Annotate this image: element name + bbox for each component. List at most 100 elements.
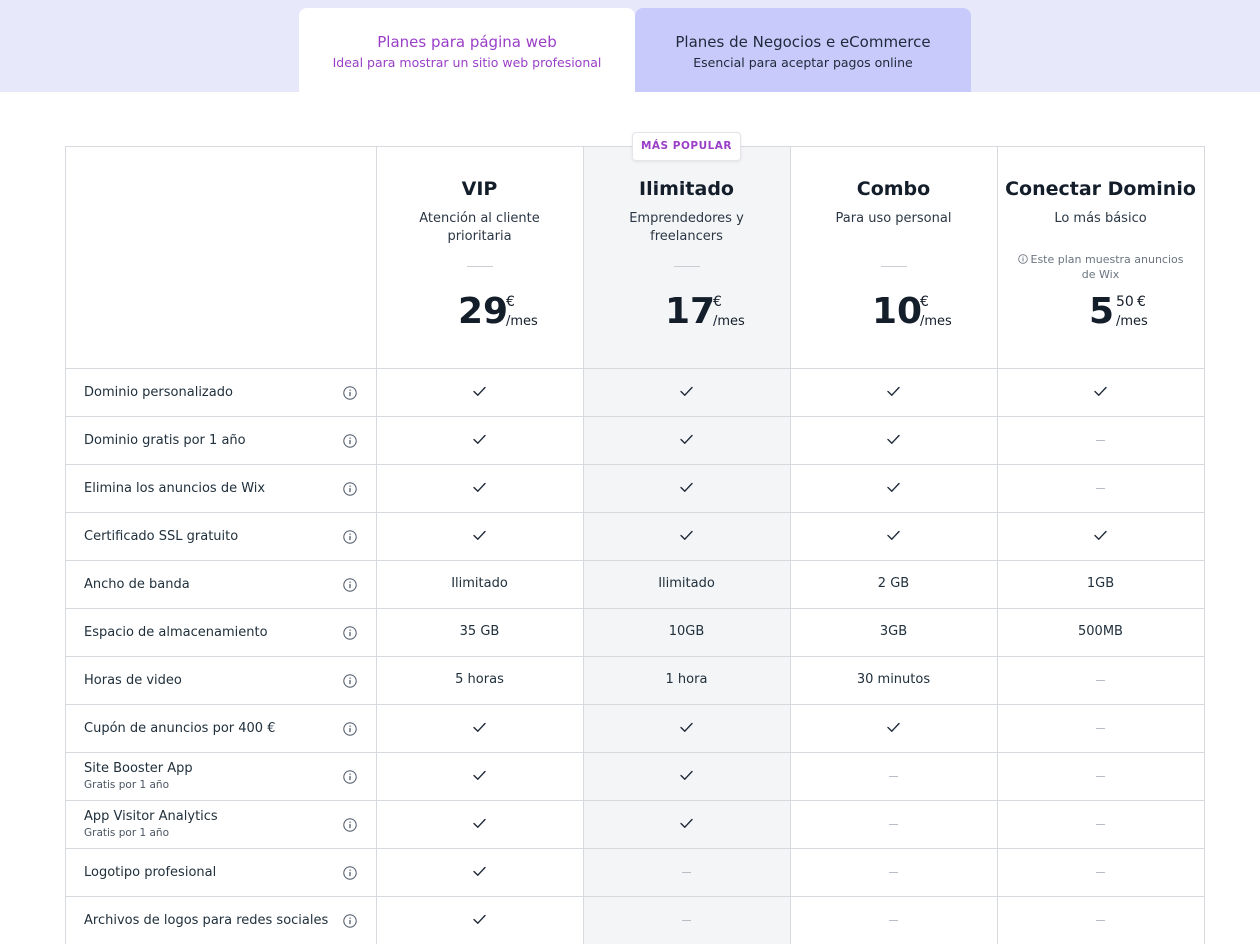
- feature-value-cell: 1 hora: [665, 672, 708, 687]
- plan-name: VIP: [461, 178, 498, 200]
- feature-row-ancho-de-banda: Ancho de banda: [66, 560, 376, 608]
- feature-not-included-cell: [997, 416, 1204, 464]
- row-divider: [65, 848, 1205, 849]
- feature-included-cell: [376, 416, 583, 464]
- feature-not-included-cell: [997, 896, 1204, 944]
- plan-name: Combo: [856, 178, 931, 200]
- dash-icon: [1096, 440, 1105, 441]
- check-icon: [887, 386, 900, 396]
- info-icon[interactable]: [343, 817, 357, 832]
- plan-description: Atención al cliente prioritaria: [419, 211, 540, 244]
- feature-label: Cupón de anuncios por 400 €: [84, 721, 276, 736]
- plan-price: 5 50 € /mes: [997, 290, 1204, 334]
- feature-included-cell: [376, 752, 583, 800]
- tab-website-plans[interactable]: Planes para página web Ideal para mostra…: [299, 8, 635, 92]
- info-icon[interactable]: [343, 673, 357, 688]
- check-icon: [473, 818, 486, 828]
- plan-separator: [674, 266, 700, 267]
- row-divider: [65, 512, 1205, 513]
- info-icon[interactable]: [343, 529, 357, 544]
- feature-not-included-cell: [790, 752, 997, 800]
- feature-row-espacio-de-almacenamiento: Espacio de almacenamiento: [66, 608, 376, 656]
- feature-included-cell: [790, 368, 997, 416]
- column-divider: [790, 146, 791, 944]
- info-icon[interactable]: [343, 385, 357, 400]
- feature-value-cell: Ilimitado: [658, 576, 715, 591]
- most-popular-badge: MÁS POPULAR: [632, 132, 741, 161]
- price-period: /mes: [920, 314, 952, 329]
- feature-not-included-cell: [997, 752, 1204, 800]
- feature-row-dominio-personalizado: Dominio personalizado: [66, 368, 376, 416]
- check-icon: [473, 530, 486, 540]
- feature-included-cell: [583, 704, 790, 752]
- check-icon: [680, 818, 693, 828]
- feature-included-cell: [583, 464, 790, 512]
- feature-label: Elimina los anuncios de Wix: [84, 481, 266, 496]
- plan-description: Lo más básico: [1054, 211, 1147, 226]
- dash-icon: [889, 824, 898, 825]
- feature-label: Site Booster App: [84, 761, 193, 776]
- info-icon[interactable]: [343, 721, 357, 736]
- feature-label: Dominio personalizado: [84, 385, 233, 400]
- price-currency: €: [920, 294, 929, 310]
- feature-included-cell: [583, 512, 790, 560]
- info-icon[interactable]: [343, 769, 357, 784]
- tab-website-plans-subtitle: Ideal para mostrar un sitio web profesio…: [332, 55, 602, 70]
- info-icon[interactable]: [343, 481, 357, 496]
- dash-icon: [889, 920, 898, 921]
- feature-value-cell: Ilimitado: [451, 576, 508, 591]
- feature-label: Horas de video: [84, 673, 182, 688]
- info-icon[interactable]: [343, 913, 357, 928]
- plan-description: Para uso personal: [835, 211, 952, 226]
- plan-ads-note: Este plan muestra anuncios de Wix: [1012, 252, 1189, 282]
- info-icon[interactable]: [343, 577, 357, 592]
- check-icon: [473, 914, 486, 924]
- feature-not-included-cell: [997, 704, 1204, 752]
- price-decimals: 50: [1116, 294, 1134, 310]
- row-divider: [65, 416, 1205, 417]
- price-currency: €: [713, 294, 722, 310]
- dash-icon: [1096, 824, 1105, 825]
- feature-included-cell: [790, 704, 997, 752]
- row-divider: [65, 464, 1205, 465]
- row-divider: [65, 800, 1205, 801]
- feature-row-app-visitor-analytics: App Visitor Analytics Gratis por 1 año: [66, 800, 376, 848]
- info-icon[interactable]: [343, 625, 357, 640]
- feature-included-cell: [376, 704, 583, 752]
- check-icon: [1094, 386, 1107, 396]
- price-currency: €: [1137, 294, 1146, 310]
- info-icon: [1017, 254, 1028, 264]
- feature-label: Archivos de logos para redes sociales: [84, 913, 329, 928]
- plan-separator: [467, 266, 493, 267]
- tab-business-plans[interactable]: Planes de Negocios e eCommerce Esencial …: [635, 8, 971, 92]
- price-amount: 10: [872, 291, 923, 332]
- check-icon: [680, 722, 693, 732]
- feature-row-logotipo-profesional: Logotipo profesional: [66, 848, 376, 896]
- plan-header-vip: VIP Atención al cliente prioritaria 29 € /me…: [376, 147, 583, 368]
- check-icon: [887, 482, 900, 492]
- feature-not-included-cell: [997, 800, 1204, 848]
- feature-value-cell: 3GB: [879, 624, 908, 639]
- plan-name: Conectar Dominio: [1005, 178, 1196, 200]
- feature-included-cell: [583, 752, 790, 800]
- feature-label: Logotipo profesional: [84, 865, 217, 880]
- check-icon: [680, 386, 693, 396]
- feature-row-horas-de-video: Horas de video: [66, 656, 376, 704]
- feature-included-cell: [583, 800, 790, 848]
- check-icon: [887, 530, 900, 540]
- column-divider: [997, 146, 998, 944]
- info-icon[interactable]: [343, 433, 357, 448]
- dash-icon: [1096, 776, 1105, 777]
- feature-not-included-cell: [790, 848, 997, 896]
- feature-value-cell: 30 minutos: [856, 672, 931, 687]
- feature-included-cell: [376, 368, 583, 416]
- info-icon[interactable]: [343, 865, 357, 880]
- check-icon: [473, 722, 486, 732]
- check-icon: [680, 434, 693, 444]
- row-divider: [65, 656, 1205, 657]
- popular-plan-column: [583, 146, 790, 944]
- feature-included-cell: [583, 368, 790, 416]
- dash-icon: [889, 776, 898, 777]
- feature-not-included-cell: [583, 896, 790, 944]
- feature-row-site-booster-app: Site Booster App Gratis por 1 año: [66, 752, 376, 800]
